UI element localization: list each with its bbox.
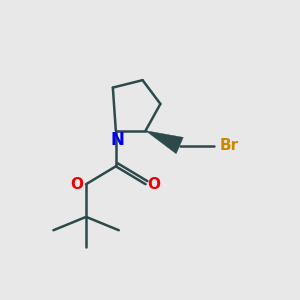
Text: O: O [147,177,161,192]
Text: Br: Br [220,138,239,153]
Text: O: O [71,177,84,192]
Polygon shape [146,131,183,154]
Text: N: N [110,130,124,148]
